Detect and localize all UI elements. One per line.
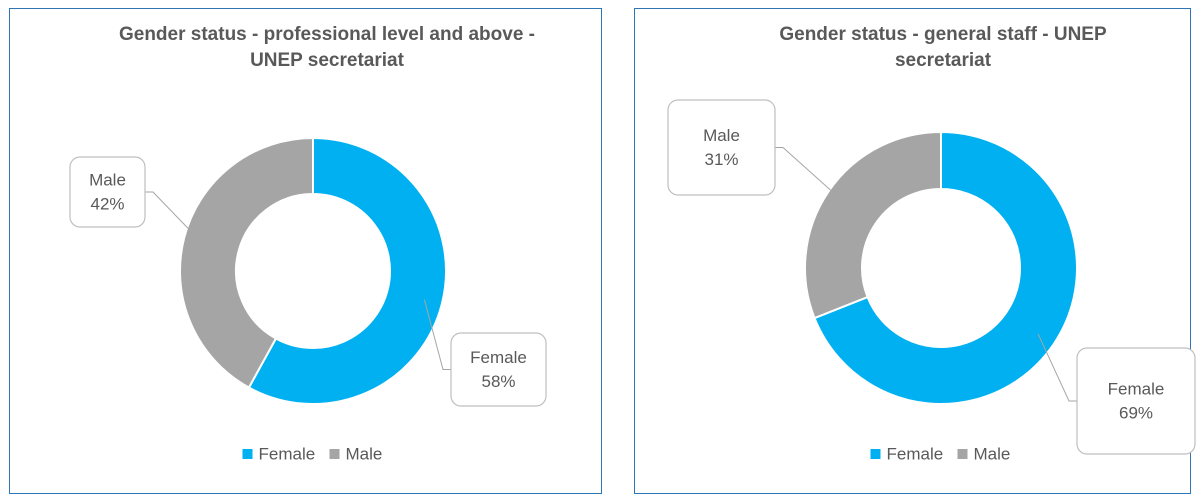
- data-label-name: Female: [1108, 379, 1165, 398]
- legend-swatch: [957, 449, 968, 459]
- donut-slice: [179, 136, 314, 389]
- leader-line: [1037, 333, 1077, 402]
- chart-title: Gender status - professional level and a…: [118, 24, 535, 71]
- data-label-box: [1076, 347, 1196, 455]
- leader-line: [145, 191, 202, 243]
- chart-panel: [9, 8, 602, 494]
- legend-label: Female: [259, 444, 316, 463]
- legend-swatch: [242, 449, 253, 459]
- data-label-name: Male: [703, 126, 740, 145]
- legend-label: Female: [887, 444, 944, 463]
- data-label-value: 42%: [90, 194, 124, 213]
- legend-label: Male: [974, 444, 1011, 463]
- legend-swatch: [329, 449, 340, 459]
- leader-line: [775, 147, 845, 203]
- legend-label: Male: [346, 444, 383, 463]
- data-label-box: [69, 156, 146, 228]
- leader-line: [423, 299, 451, 370]
- data-label-name: Male: [89, 170, 126, 189]
- chart-title: Gender status - general staff - UNEP sec…: [779, 24, 1107, 71]
- data-label-value: 58%: [481, 372, 515, 391]
- data-label-value: 31%: [704, 150, 738, 169]
- donut-slice: [247, 136, 447, 405]
- data-label-value: 69%: [1119, 403, 1153, 422]
- donut-slice: [804, 130, 942, 320]
- data-label-box: [667, 99, 776, 196]
- data-label-name: Female: [470, 348, 527, 367]
- data-label-box: [450, 332, 547, 407]
- legend-swatch: [870, 449, 881, 459]
- donut-slice: [813, 130, 1078, 405]
